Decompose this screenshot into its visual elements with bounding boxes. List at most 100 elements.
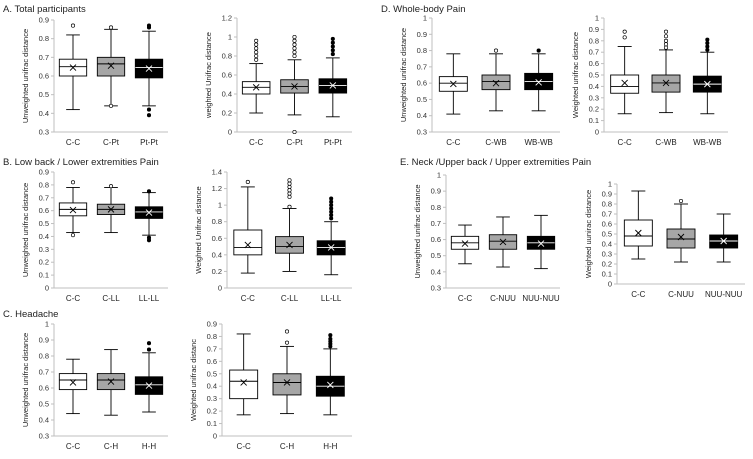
y-tick-label: 1 (423, 14, 427, 23)
y-tick-label: 0.3 (431, 284, 441, 293)
mean-marker (244, 241, 252, 249)
y-tick-label: 0.5 (39, 90, 49, 99)
y-axis-label: Unweighted unifrac distance (413, 184, 422, 278)
outlier-point (146, 113, 152, 118)
box-c-c (233, 179, 263, 274)
x-category-label: C-NUU (668, 290, 694, 299)
mean-marker (145, 382, 153, 389)
outlier-point (146, 341, 152, 346)
outlier-point (330, 44, 335, 49)
y-tick-label: 0.6 (212, 234, 222, 243)
outlier-point (254, 57, 259, 62)
y-tick-label: 0.9 (39, 336, 49, 345)
x-category-label: Pt-Pt (140, 138, 159, 147)
outlier-point (292, 50, 297, 55)
outlier-point (329, 196, 334, 201)
y-tick-label: 0.4 (207, 382, 217, 391)
box-ll-ll (316, 196, 346, 276)
y-tick-label: 0.8 (207, 332, 217, 341)
box-c-c (438, 53, 468, 115)
outlier-point (287, 194, 292, 199)
x-category-label: C-LL (102, 294, 120, 303)
mean-marker (662, 79, 670, 87)
outlier-point (254, 42, 259, 47)
outlier-point (705, 41, 710, 46)
y-tick-label: 0.9 (207, 320, 217, 329)
box-nuu-nuu (526, 214, 556, 270)
outlier-point (254, 46, 259, 51)
box-c-c (58, 180, 88, 238)
outlier-point (493, 48, 499, 53)
outlier-point (292, 42, 297, 47)
y-tick-label: 0.2 (589, 105, 599, 114)
y-tick-label: 0.3 (39, 128, 49, 137)
mean-marker (492, 79, 500, 87)
y-tick-label: 0.9 (39, 16, 49, 25)
mean-marker (69, 64, 77, 71)
y-tick-label: 0.7 (39, 193, 49, 202)
y-tick-label: 0.1 (589, 116, 599, 125)
mean-marker (537, 240, 545, 247)
outlier-point (245, 179, 250, 184)
chart-b1: 0 0.1 0.2 0.3 0.4 0.5 0.6 0.7 0.8 0.9 Unweighted u… (21, 168, 168, 303)
y-tick-label: 0.7 (431, 219, 441, 228)
x-category-label: C-Pt (287, 138, 304, 147)
box-c-c (241, 38, 271, 114)
box-c-nuu (488, 216, 518, 268)
y-tick-label: 0 (45, 284, 49, 293)
y-tick-label: 0.8 (39, 34, 49, 43)
outlier-point (329, 216, 334, 221)
y-tick-label: 0 (218, 284, 222, 293)
outlier-point (663, 34, 669, 39)
y-axis-label: Unweighted unifrac distance (21, 183, 30, 277)
y-tick-label: 0.1 (602, 270, 612, 279)
outlier-point (663, 29, 669, 34)
y-tick-label: 0.2 (222, 109, 232, 118)
x-category-label: C-NUU (490, 294, 516, 303)
chart-a1: 0.3 0.4 0.5 0.6 0.7 0.8 0.9 Unweighted unifrac … (21, 16, 168, 147)
y-tick-label: 0.3 (602, 250, 612, 259)
y-axis-label: Weighted unifrac distanc (189, 339, 198, 421)
y-tick-label: 0.8 (222, 52, 232, 61)
outlier-point (622, 35, 627, 40)
y-tick-label: 0.4 (222, 90, 232, 99)
outlier-point (329, 209, 334, 214)
y-tick-label: 0.4 (589, 82, 599, 91)
box-iqr (96, 56, 126, 77)
y-tick-label: 0.4 (602, 240, 612, 249)
y-tick-label: 0.6 (589, 59, 599, 68)
x-category-label: C-C (66, 294, 80, 303)
chart-d2: 0 0.1 0.2 0.3 0.4 0.5 0.6 0.7 0.8 0.9 1 Weighted un… (571, 14, 728, 147)
outlier-point (292, 53, 297, 59)
box-c-wb (651, 29, 681, 114)
box-c-pt (280, 34, 309, 135)
x-category-label: C-H (104, 442, 118, 451)
y-tick-label: 0.6 (39, 384, 49, 393)
y-tick-label: 0 (213, 432, 217, 441)
box-c-h (96, 349, 126, 416)
box-iqr (233, 229, 263, 256)
outlier-point (254, 38, 259, 43)
box-c-c (623, 190, 653, 260)
mean-marker (240, 379, 247, 386)
outlier-point (330, 40, 335, 45)
y-tick-label: 0.2 (207, 407, 217, 416)
y-tick-label: 0.4 (417, 111, 427, 120)
y-tick-label: 0.1 (39, 271, 49, 280)
y-axis-label: Weighted unifrac distance (571, 32, 580, 118)
y-tick-label: 0.3 (207, 394, 217, 403)
box-h-h (134, 341, 164, 413)
outlier-point (287, 204, 292, 209)
y-tick-label: 0.2 (212, 267, 222, 276)
outlier-point (292, 34, 297, 40)
outlier-point (70, 180, 76, 185)
y-tick-label: 0 (608, 280, 612, 289)
box-iqr (666, 228, 696, 249)
mean-marker (69, 206, 77, 214)
outlier-point (287, 188, 292, 193)
mean-marker (286, 241, 293, 249)
x-category-label: C-C (66, 442, 80, 451)
outlier-point (254, 50, 259, 55)
box-wb-wb (524, 48, 554, 112)
